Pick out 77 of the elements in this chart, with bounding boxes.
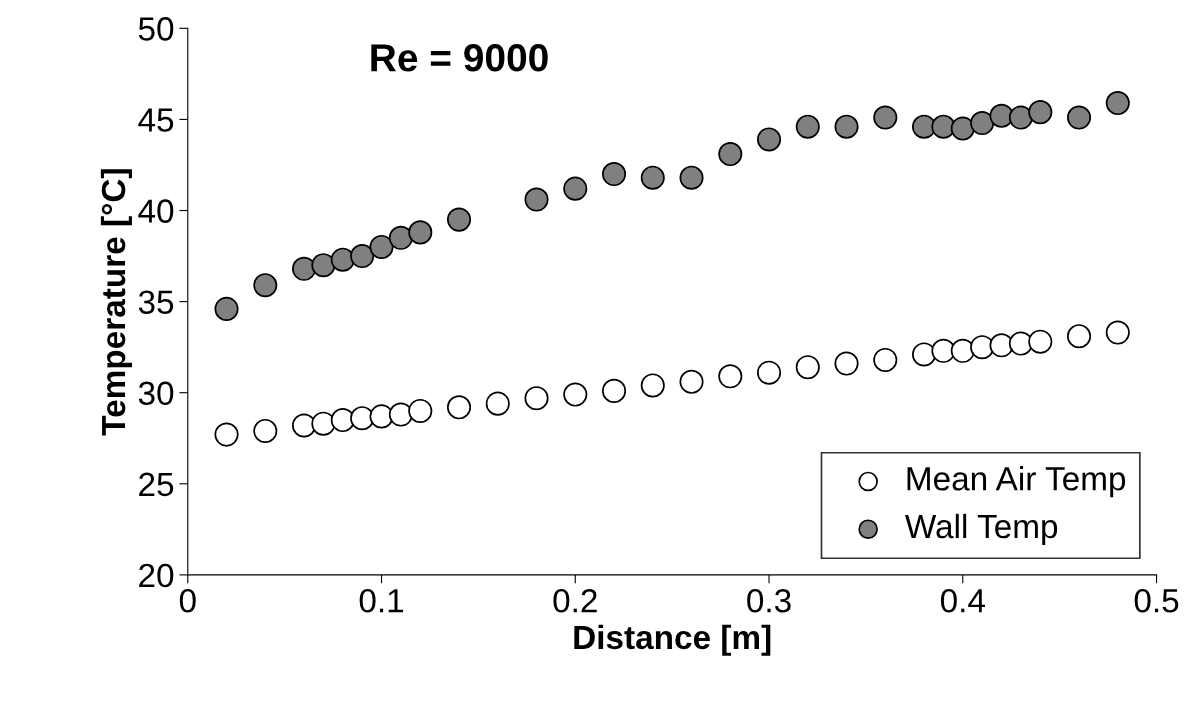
y-tick-label: 25 bbox=[139, 472, 174, 497]
point bbox=[291, 256, 317, 281]
y-tick-label: 35 bbox=[138, 290, 174, 315]
point bbox=[369, 404, 394, 429]
point bbox=[931, 114, 956, 139]
point bbox=[330, 247, 355, 272]
point bbox=[1105, 90, 1130, 116]
point bbox=[989, 333, 1014, 358]
point bbox=[970, 111, 995, 136]
point bbox=[1028, 100, 1053, 125]
point bbox=[911, 114, 937, 139]
point bbox=[1008, 105, 1033, 130]
point bbox=[756, 127, 782, 152]
point bbox=[350, 244, 375, 269]
x-tick-label: 0.5 bbox=[1134, 588, 1179, 613]
point bbox=[563, 176, 588, 201]
x-axis-title: Distance [m] bbox=[574, 624, 771, 656]
point bbox=[214, 296, 239, 321]
point bbox=[253, 418, 278, 443]
point bbox=[446, 395, 472, 420]
point bbox=[718, 141, 743, 167]
point bbox=[311, 253, 336, 278]
point bbox=[601, 162, 627, 187]
point bbox=[795, 355, 820, 380]
point bbox=[253, 273, 278, 298]
point bbox=[950, 338, 975, 363]
x-tick-label: 0.3 bbox=[747, 588, 791, 613]
point bbox=[718, 364, 743, 389]
point bbox=[679, 369, 704, 394]
point bbox=[330, 408, 355, 433]
y-tick-label: 20 bbox=[139, 563, 174, 588]
point bbox=[679, 165, 704, 190]
point bbox=[640, 165, 665, 190]
y-tick-label: 40 bbox=[138, 199, 174, 223]
point bbox=[1066, 324, 1092, 349]
point bbox=[989, 103, 1014, 128]
legend-label: Mean Air Temp bbox=[907, 466, 1126, 498]
point bbox=[950, 116, 975, 141]
point bbox=[1008, 331, 1033, 356]
legend-label: Wall Temp bbox=[904, 513, 1058, 545]
point bbox=[1105, 320, 1130, 345]
y-tick-label: 50 bbox=[138, 17, 174, 41]
point bbox=[873, 105, 898, 130]
point bbox=[291, 413, 317, 438]
x-tick-label: 0 bbox=[179, 588, 196, 613]
x-tick-label: 0.4 bbox=[940, 588, 985, 613]
point bbox=[524, 386, 549, 411]
point bbox=[873, 347, 898, 372]
point bbox=[970, 335, 995, 360]
x-tick-label: 0.1 bbox=[359, 588, 404, 613]
point bbox=[485, 391, 510, 416]
point bbox=[446, 207, 472, 232]
point bbox=[388, 225, 413, 250]
point bbox=[834, 114, 859, 139]
point bbox=[311, 411, 336, 436]
y-tick-label: 30 bbox=[138, 381, 174, 406]
point bbox=[524, 187, 549, 212]
annotation: Re = 9000 bbox=[371, 44, 548, 72]
x-tick-label: 0.2 bbox=[553, 588, 597, 613]
point bbox=[1028, 329, 1053, 354]
point bbox=[369, 234, 394, 259]
point bbox=[601, 378, 627, 403]
point bbox=[350, 406, 375, 431]
point bbox=[563, 382, 588, 407]
point bbox=[834, 351, 859, 376]
point bbox=[795, 114, 820, 139]
point bbox=[1066, 105, 1092, 130]
y-axis-title: Temperature [°C] bbox=[100, 169, 132, 436]
y-tick-label: 45 bbox=[138, 108, 174, 132]
point bbox=[931, 338, 956, 363]
point bbox=[408, 220, 433, 245]
point bbox=[408, 398, 433, 423]
point bbox=[911, 342, 937, 367]
point bbox=[640, 373, 665, 398]
point bbox=[756, 360, 782, 385]
point bbox=[214, 422, 239, 447]
point bbox=[388, 402, 413, 427]
